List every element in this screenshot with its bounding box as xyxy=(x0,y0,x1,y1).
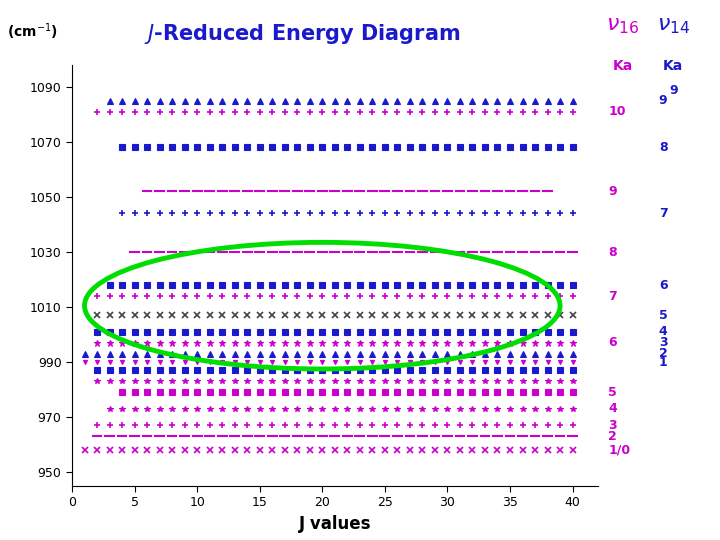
Text: 5: 5 xyxy=(659,309,667,322)
Text: 9: 9 xyxy=(659,94,667,107)
Text: 3: 3 xyxy=(659,336,667,349)
Text: 7: 7 xyxy=(608,289,617,302)
Text: (cm$^{-1}$): (cm$^{-1}$) xyxy=(7,22,58,42)
Text: 8: 8 xyxy=(659,141,667,154)
Text: 5: 5 xyxy=(608,386,617,399)
Text: 8: 8 xyxy=(608,246,617,259)
Text: 7: 7 xyxy=(659,207,667,220)
Text: 2: 2 xyxy=(659,347,667,360)
Text: $\nu_{14}$: $\nu_{14}$ xyxy=(657,16,690,36)
X-axis label: J values: J values xyxy=(299,515,371,533)
Text: 9: 9 xyxy=(669,84,678,97)
Text: 6: 6 xyxy=(608,336,617,349)
Text: 2: 2 xyxy=(608,430,617,443)
Text: $\nu_{16}$: $\nu_{16}$ xyxy=(606,16,639,36)
Text: 1: 1 xyxy=(659,356,667,369)
Text: Ka: Ka xyxy=(663,59,683,73)
Text: 4: 4 xyxy=(659,325,667,339)
Text: 4: 4 xyxy=(608,402,617,415)
Text: 1/0: 1/0 xyxy=(608,444,631,457)
Text: 9: 9 xyxy=(608,185,617,198)
Text: Ka: Ka xyxy=(613,59,633,73)
Text: 3: 3 xyxy=(608,419,617,432)
Text: 6: 6 xyxy=(659,279,667,292)
Text: 10: 10 xyxy=(608,105,626,118)
Text: $\mathit{J}$-Reduced Energy Diagram: $\mathit{J}$-Reduced Energy Diagram xyxy=(144,22,461,45)
